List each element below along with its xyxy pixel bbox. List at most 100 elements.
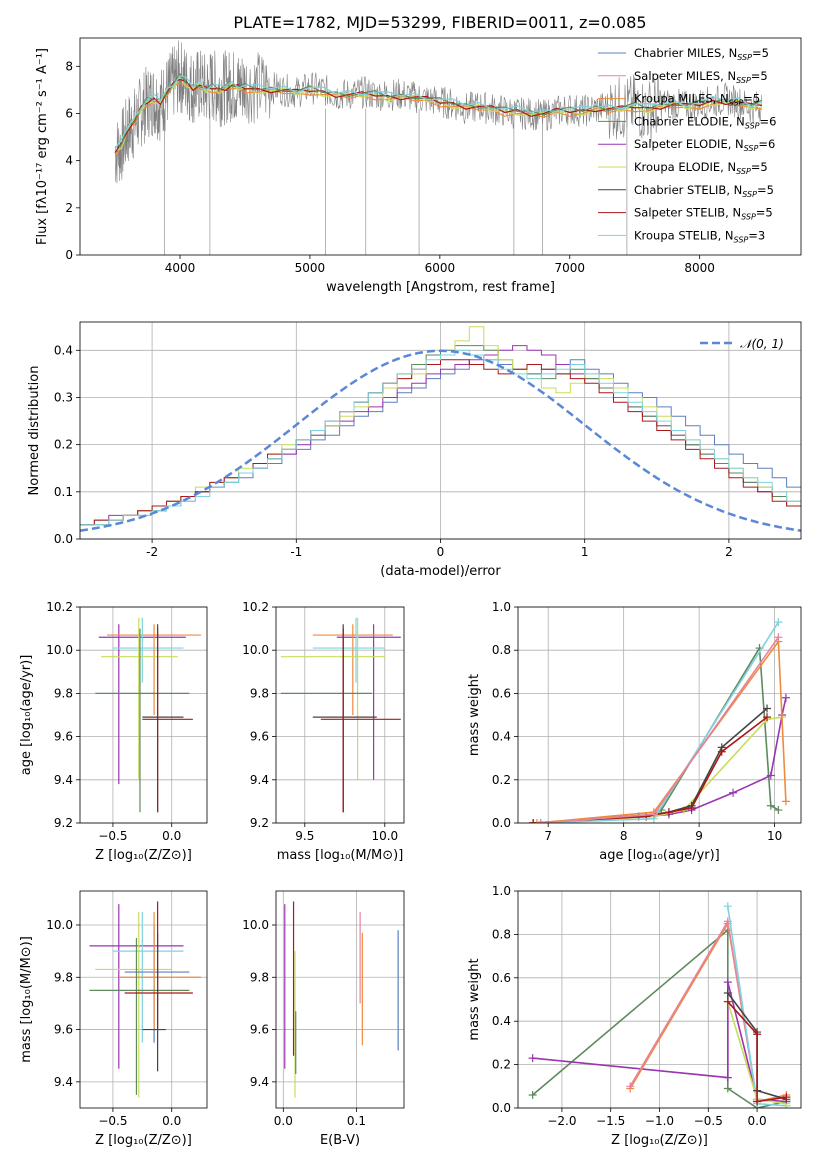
y-tick-label: 0.2 xyxy=(54,438,73,452)
y-axis-label: age [log₁₀(age/yr)] xyxy=(19,655,34,776)
errorbar-data xyxy=(284,901,399,1098)
weight-marker xyxy=(781,693,790,702)
x-tick-label: 8000 xyxy=(684,261,715,275)
y-tick-label: 10.0 xyxy=(46,918,73,932)
weight-line xyxy=(533,716,768,823)
y-tick-label: 0.3 xyxy=(54,390,73,404)
x-tick-label: 1 xyxy=(581,545,589,559)
axes-frame xyxy=(79,321,802,540)
weight-marker xyxy=(723,1073,732,1082)
axes-frame xyxy=(275,606,405,824)
x-axis-label: E(B-V) xyxy=(320,1133,360,1148)
weight-marker xyxy=(687,803,696,812)
weight-marker xyxy=(781,797,790,806)
x-tick-label: 8 xyxy=(620,829,628,843)
weight-marker xyxy=(753,1097,762,1106)
y-tick-label: 2 xyxy=(65,201,73,215)
weight-marker xyxy=(723,1084,732,1093)
axes-frame xyxy=(79,37,802,256)
weight-line xyxy=(727,1001,787,1103)
errorbar-data xyxy=(89,901,202,1098)
model-spectrum xyxy=(114,82,763,157)
legend-entry: Kroupa STELIB, NSSP=3 xyxy=(634,228,765,244)
x-tick-label: -1 xyxy=(290,545,302,559)
histogram-series xyxy=(80,349,801,526)
x-tick-label: −0.5 xyxy=(98,1114,127,1128)
x-tick-label: −1.0 xyxy=(645,1114,674,1128)
y-tick-label: 9.6 xyxy=(54,730,73,744)
weight-marker xyxy=(782,1093,791,1102)
y-tick-label: 10.2 xyxy=(242,600,269,614)
y-tick-label: 1.0 xyxy=(492,600,511,614)
x-axis-label: age [log₁₀(age/yr)] xyxy=(599,848,720,863)
mass-vs-metallicity-panel: −0.5 0.0 9.4 9.6 9.8 10.0 Z [log₁₀(Z/Z⊙)] mass … xyxy=(19,890,208,1148)
weight-marker xyxy=(626,1082,635,1091)
x-tick-label: 7000 xyxy=(554,261,585,275)
line-data xyxy=(528,902,791,1108)
y-tick-label: 9.2 xyxy=(250,816,269,830)
weight-marker xyxy=(723,988,732,997)
legend-entry: Chabrier MILES, NSSP=5 xyxy=(634,46,769,62)
x-tick-label: 10 xyxy=(767,829,782,843)
model-spectrum xyxy=(114,74,763,150)
x-tick-label: 10.0 xyxy=(371,829,398,843)
x-tick-label: 4000 xyxy=(165,261,196,275)
weight-marker xyxy=(649,810,658,819)
x-tick-label: 0.1 xyxy=(347,1114,366,1128)
y-tick-label: 0.4 xyxy=(492,730,511,744)
axes-frame xyxy=(517,606,802,824)
spectrum-panel: 4000 5000 6000 7000 8000 0 2 4 6 8 wavelength [Ang… xyxy=(35,37,802,295)
mass-vs-extinction-panel: 0.0 0.1 9.4 9.6 9.8 10.0 E(B-V) xyxy=(242,890,405,1148)
x-tick-label: 6000 xyxy=(425,261,456,275)
x-axis-label: Z [log₁₀(Z/Z⊙)] xyxy=(95,848,192,863)
y-tick-label: 9.2 xyxy=(54,816,73,830)
y-tick-label: 0.4 xyxy=(492,1014,511,1028)
errorbar-data xyxy=(95,617,202,813)
weight-vs-age-panel: 7 8 9 10 0.0 0.2 0.4 0.6 0.8 1.0 age [log₁₀(age/yr… xyxy=(467,600,802,863)
weight-marker xyxy=(723,997,732,1006)
legend-entry: Salpeter STELIB, NSSP=5 xyxy=(634,206,773,222)
x-axis-label: Z [log₁₀(Z/Z⊙)] xyxy=(95,1133,192,1148)
residuals-panel: -2 -1 0 1 2 0.0 0.1 0.2 0.3 0.4 (data-model)/error… xyxy=(27,321,802,579)
normal-curve xyxy=(80,349,801,532)
x-tick-label: -2 xyxy=(146,545,158,559)
x-tick-label: 0.0 xyxy=(162,829,181,843)
axes-frame xyxy=(79,890,208,1109)
y-tick-label: 0.8 xyxy=(492,927,511,941)
weight-marker xyxy=(763,704,772,713)
y-tick-label: 4 xyxy=(65,154,73,168)
legend-entry: Chabrier ELODIE, NSSP=6 xyxy=(634,114,776,130)
y-tick-label: 10.2 xyxy=(46,600,73,614)
weight-marker xyxy=(664,808,673,817)
y-tick-label: 0.8 xyxy=(492,643,511,657)
y-tick-label: 9.6 xyxy=(250,1023,269,1037)
weight-marker xyxy=(536,819,545,823)
y-tick-label: 10.0 xyxy=(242,918,269,932)
model-spectrum xyxy=(114,78,763,153)
legend-entry: Kroupa ELODIE, NSSP=5 xyxy=(634,160,768,176)
y-tick-label: 0 xyxy=(65,248,73,262)
x-tick-label: 2 xyxy=(725,545,733,559)
y-axis-label: Normed distribution xyxy=(27,366,42,496)
weight-marker xyxy=(529,819,538,823)
x-tick-label: 5000 xyxy=(295,261,326,275)
line-data xyxy=(529,618,790,823)
y-tick-label: 0.2 xyxy=(492,1058,511,1072)
y-tick-label: 10.0 xyxy=(46,643,73,657)
observed-spectrum xyxy=(114,40,762,184)
y-tick-label: 10.0 xyxy=(242,643,269,657)
legend-entry: 𝒩(0, 1) xyxy=(740,337,784,351)
x-tick-label: −0.5 xyxy=(694,1114,723,1128)
y-tick-label: 9.4 xyxy=(250,773,269,787)
x-tick-label: 9 xyxy=(695,829,703,843)
weight-marker xyxy=(753,1030,762,1039)
legend-entry: Kroupa MILES, NSSP=5 xyxy=(634,92,760,108)
y-tick-label: 9.6 xyxy=(250,730,269,744)
y-tick-label: 6 xyxy=(65,106,73,120)
plot-area xyxy=(518,607,801,823)
y-tick-label: 0.6 xyxy=(492,971,511,985)
model-spectrum xyxy=(114,73,763,148)
y-tick-label: 9.8 xyxy=(250,970,269,984)
weight-marker xyxy=(723,978,732,987)
